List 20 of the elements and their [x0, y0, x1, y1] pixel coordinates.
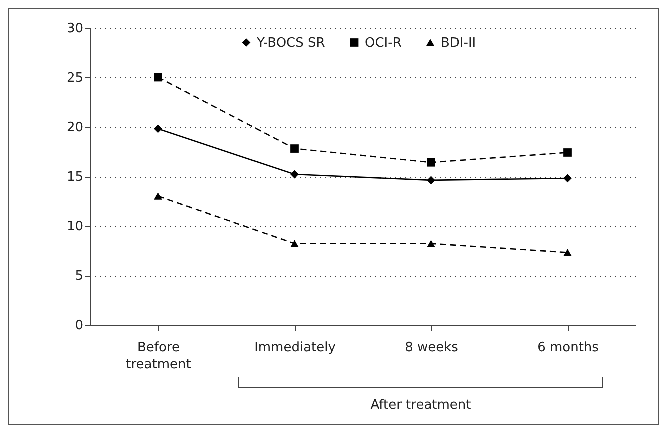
point [290, 144, 299, 153]
x-tick-label: Immediately [254, 340, 336, 356]
y-tick-label: 15 [66, 170, 84, 185]
text: After treatment [370, 398, 472, 413]
x-tick-label: 8 weeks [405, 340, 459, 356]
y-tick-label: 25 [66, 71, 84, 86]
legend-label: OCI-R [365, 36, 402, 51]
y-tick-label: 0 [75, 318, 84, 334]
legend-label: Y-BOCS SR [256, 36, 326, 51]
x-tick-label: Before treatment [126, 340, 192, 372]
point [154, 192, 162, 200]
point [564, 148, 572, 157]
y-tick-label: 30 [66, 22, 84, 36]
point [564, 249, 572, 256]
y-tick-label: 10 [66, 220, 84, 234]
point [427, 158, 436, 167]
legend-label: BDI-II [441, 36, 476, 51]
y-tick-label: 5 [75, 269, 84, 284]
x-tick-label: 6 months [538, 340, 600, 356]
y-tick-label: 20 [66, 120, 84, 136]
